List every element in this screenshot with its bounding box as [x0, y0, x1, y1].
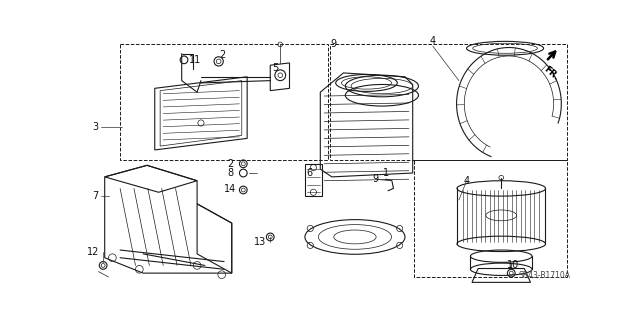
- Text: 10: 10: [507, 260, 519, 271]
- Bar: [414, 160, 566, 277]
- Text: 2: 2: [220, 50, 226, 60]
- Text: 9: 9: [330, 39, 337, 49]
- Text: 4: 4: [429, 36, 436, 46]
- Text: FR.: FR.: [542, 64, 561, 82]
- Text: 14: 14: [224, 184, 236, 194]
- Text: 7: 7: [92, 191, 99, 201]
- Text: 3: 3: [92, 122, 99, 132]
- Text: 8: 8: [227, 168, 233, 178]
- Text: 5: 5: [273, 63, 279, 73]
- Text: 1: 1: [383, 168, 389, 178]
- Text: 6: 6: [307, 168, 312, 178]
- Text: 4: 4: [463, 176, 470, 186]
- Text: 11: 11: [189, 55, 202, 65]
- Bar: [120, 44, 328, 160]
- Text: 9: 9: [372, 174, 379, 184]
- Text: 13: 13: [254, 237, 266, 247]
- Text: SR43-B1710A: SR43-B1710A: [518, 271, 570, 280]
- Bar: [330, 44, 566, 160]
- Text: 2: 2: [227, 159, 234, 169]
- Text: 12: 12: [87, 247, 99, 257]
